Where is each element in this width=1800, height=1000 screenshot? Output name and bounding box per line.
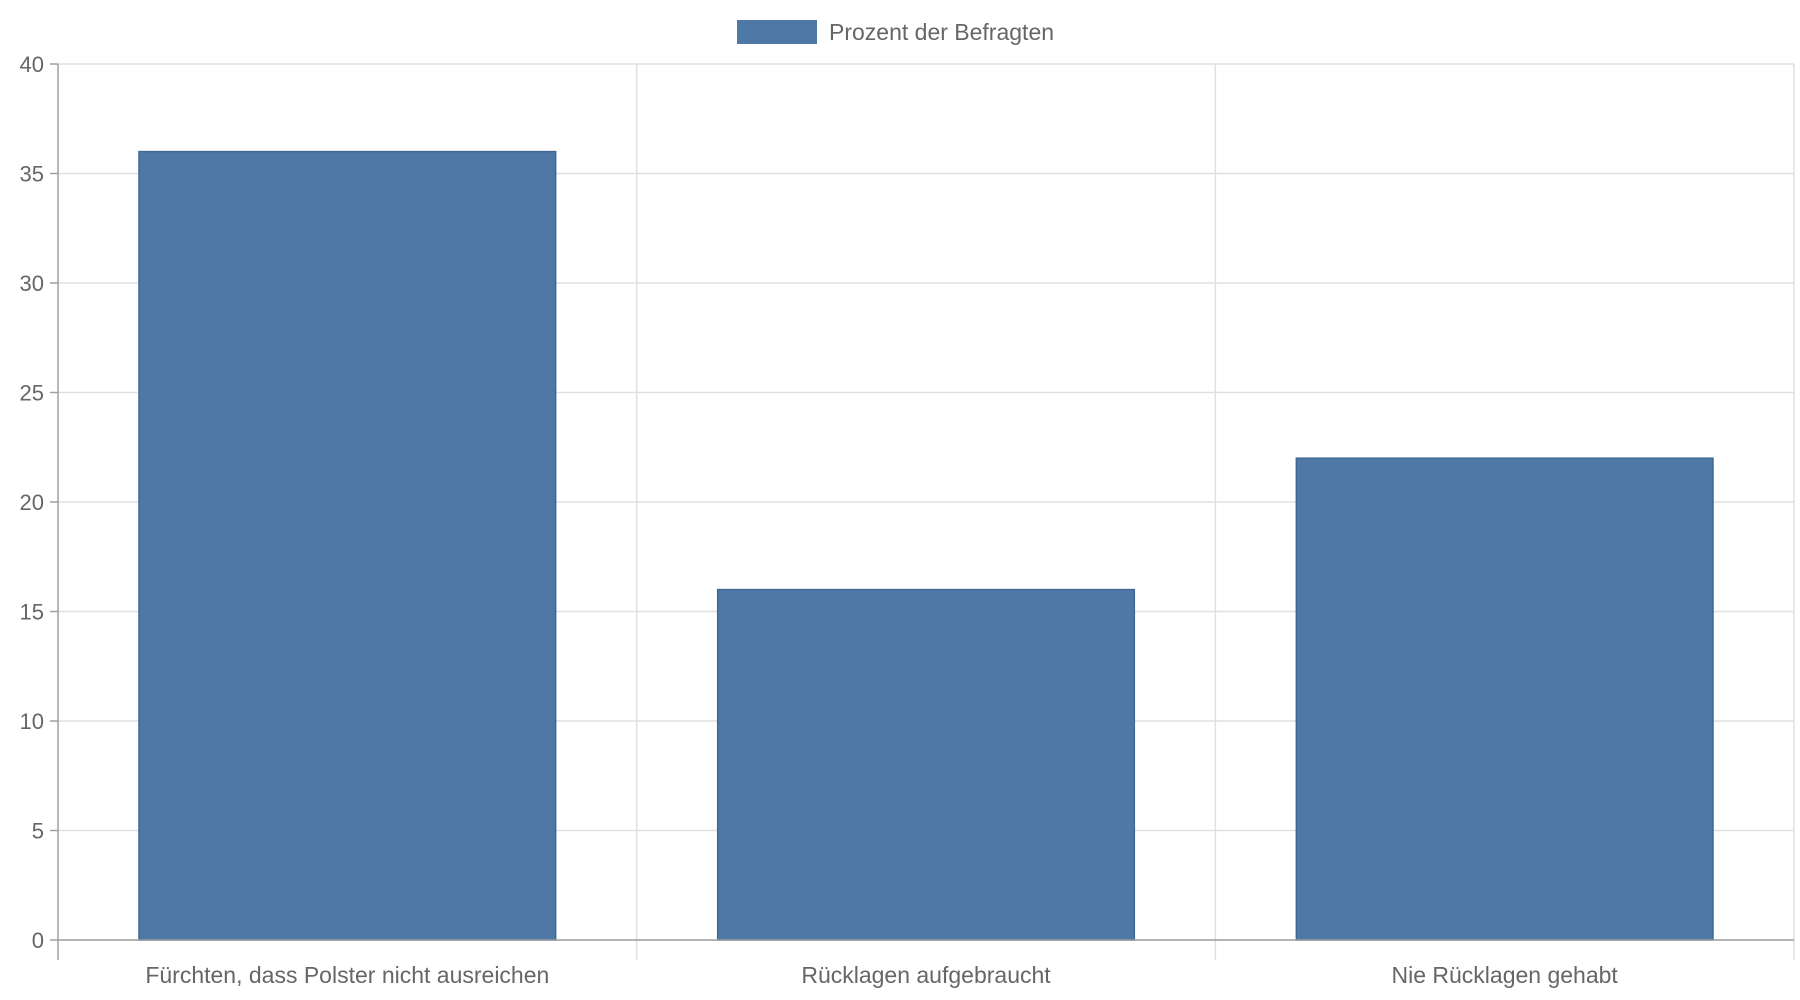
bar-3 xyxy=(1295,457,1714,941)
y-tick-label: 30 xyxy=(20,271,44,296)
y-tick-label: 0 xyxy=(32,928,44,953)
y-tick-label: 40 xyxy=(20,52,44,77)
x-category-label: Nie Rücklagen gehabt xyxy=(1392,962,1619,988)
y-tick-label: 20 xyxy=(20,490,44,515)
x-axis-labels: Fürchten, dass Polster nicht ausreichen R… xyxy=(145,962,1618,988)
axes xyxy=(57,64,1794,960)
y-tick-label: 15 xyxy=(20,600,44,625)
x-category-label: Fürchten, dass Polster nicht ausreichen xyxy=(145,962,549,988)
bars xyxy=(138,150,1714,941)
y-tick-label: 5 xyxy=(32,819,44,844)
bar-2 xyxy=(716,588,1136,941)
x-category-label: Rücklagen aufgebraucht xyxy=(801,962,1051,988)
legend: Prozent der Befragten xyxy=(737,19,1054,45)
y-tick-label: 35 xyxy=(20,162,44,187)
y-axis-ticks: 0 5 10 15 20 25 30 35 40 xyxy=(20,52,58,953)
legend-label: Prozent der Befragten xyxy=(829,19,1054,45)
y-tick-label: 25 xyxy=(20,381,44,406)
bar-1 xyxy=(138,150,557,941)
legend-swatch xyxy=(737,20,817,44)
vertical-gridlines xyxy=(635,64,1795,960)
y-tick-label: 10 xyxy=(20,709,44,734)
